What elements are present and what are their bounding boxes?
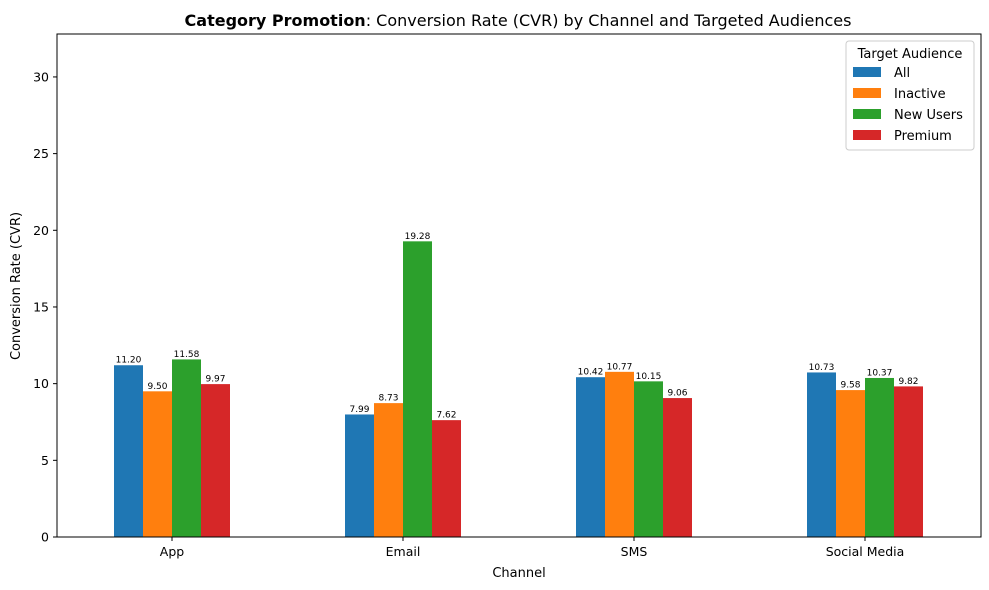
bar (865, 377, 894, 537)
bar-value-label: 10.15 (636, 372, 662, 382)
y-tick-label: 5 (41, 453, 49, 468)
y-tick-label: 30 (33, 69, 49, 84)
bar-value-label: 19.28 (405, 232, 431, 242)
x-tick-label: Email (386, 544, 421, 559)
bar (576, 377, 605, 537)
y-tick-label: 20 (33, 223, 49, 238)
bar (634, 381, 663, 537)
bar-value-label: 8.73 (378, 394, 398, 404)
bar (345, 414, 374, 537)
chart-title: Category Promotion: Conversion Rate (CVR… (185, 11, 852, 30)
bar-value-label: 7.62 (436, 411, 456, 421)
x-axis: App Email SMS Social Media (160, 537, 905, 559)
bar-label-group: 11.20 7.99 10.42 10.73 9.50 8.73 10.77 9.58 11.5… (116, 232, 919, 421)
legend-swatch (853, 88, 881, 98)
legend-swatch (853, 67, 881, 77)
bar-value-label: 10.77 (607, 362, 633, 372)
legend-entry: New Users (894, 108, 963, 123)
x-axis-label: Channel (492, 566, 545, 581)
bar-value-label: 9.97 (205, 375, 225, 385)
y-tick-label: 25 (33, 146, 49, 161)
bar (663, 398, 692, 537)
y-axis-label: Conversion Rate (CVR) (9, 212, 24, 360)
bar-value-label: 9.50 (147, 382, 167, 392)
bar (836, 390, 865, 537)
bar-value-label: 9.06 (667, 389, 687, 399)
chart-title-bold: Category Promotion (185, 11, 366, 30)
x-tick-label: SMS (621, 544, 648, 559)
bar (605, 371, 634, 537)
bar (143, 391, 172, 537)
bar-series-group (114, 241, 923, 537)
bar-value-label: 11.58 (174, 350, 200, 360)
x-tick-label: Social Media (826, 544, 905, 559)
legend-title: Target Audience (857, 47, 963, 62)
bar (432, 420, 461, 537)
y-axis: 0 5 10 15 20 25 30 (33, 69, 57, 545)
bar-value-label: 9.82 (898, 377, 918, 387)
bar (403, 241, 432, 537)
legend-items: All Inactive New Users Premium (853, 66, 963, 144)
legend-entry: Inactive (894, 87, 946, 102)
y-tick-label: 15 (33, 299, 49, 314)
bar-value-label: 10.42 (578, 368, 604, 378)
legend: Target Audience All Inactive New Users Prem… (845, 40, 975, 151)
bar (894, 386, 923, 537)
chart-title-rest: : Conversion Rate (CVR) by Channel and T… (366, 11, 852, 30)
legend-swatch (853, 130, 881, 140)
legend-entry: Premium (894, 129, 952, 144)
bar (807, 372, 836, 537)
legend-swatch (853, 109, 881, 119)
y-tick-label: 10 (33, 376, 49, 391)
bar-value-label: 10.37 (867, 368, 893, 378)
legend-entry: All (894, 66, 910, 81)
bar (201, 384, 230, 537)
x-tick-label: App (160, 544, 184, 559)
bar-value-label: 11.20 (116, 356, 142, 366)
bar (114, 365, 143, 537)
bar-value-label: 9.58 (840, 381, 860, 391)
bar-value-label: 7.99 (349, 405, 369, 415)
bar (374, 403, 403, 537)
y-tick-label: 0 (41, 530, 49, 545)
plot-frame (56, 33, 982, 538)
bar-value-label: 10.73 (809, 363, 835, 373)
bar (172, 359, 201, 537)
